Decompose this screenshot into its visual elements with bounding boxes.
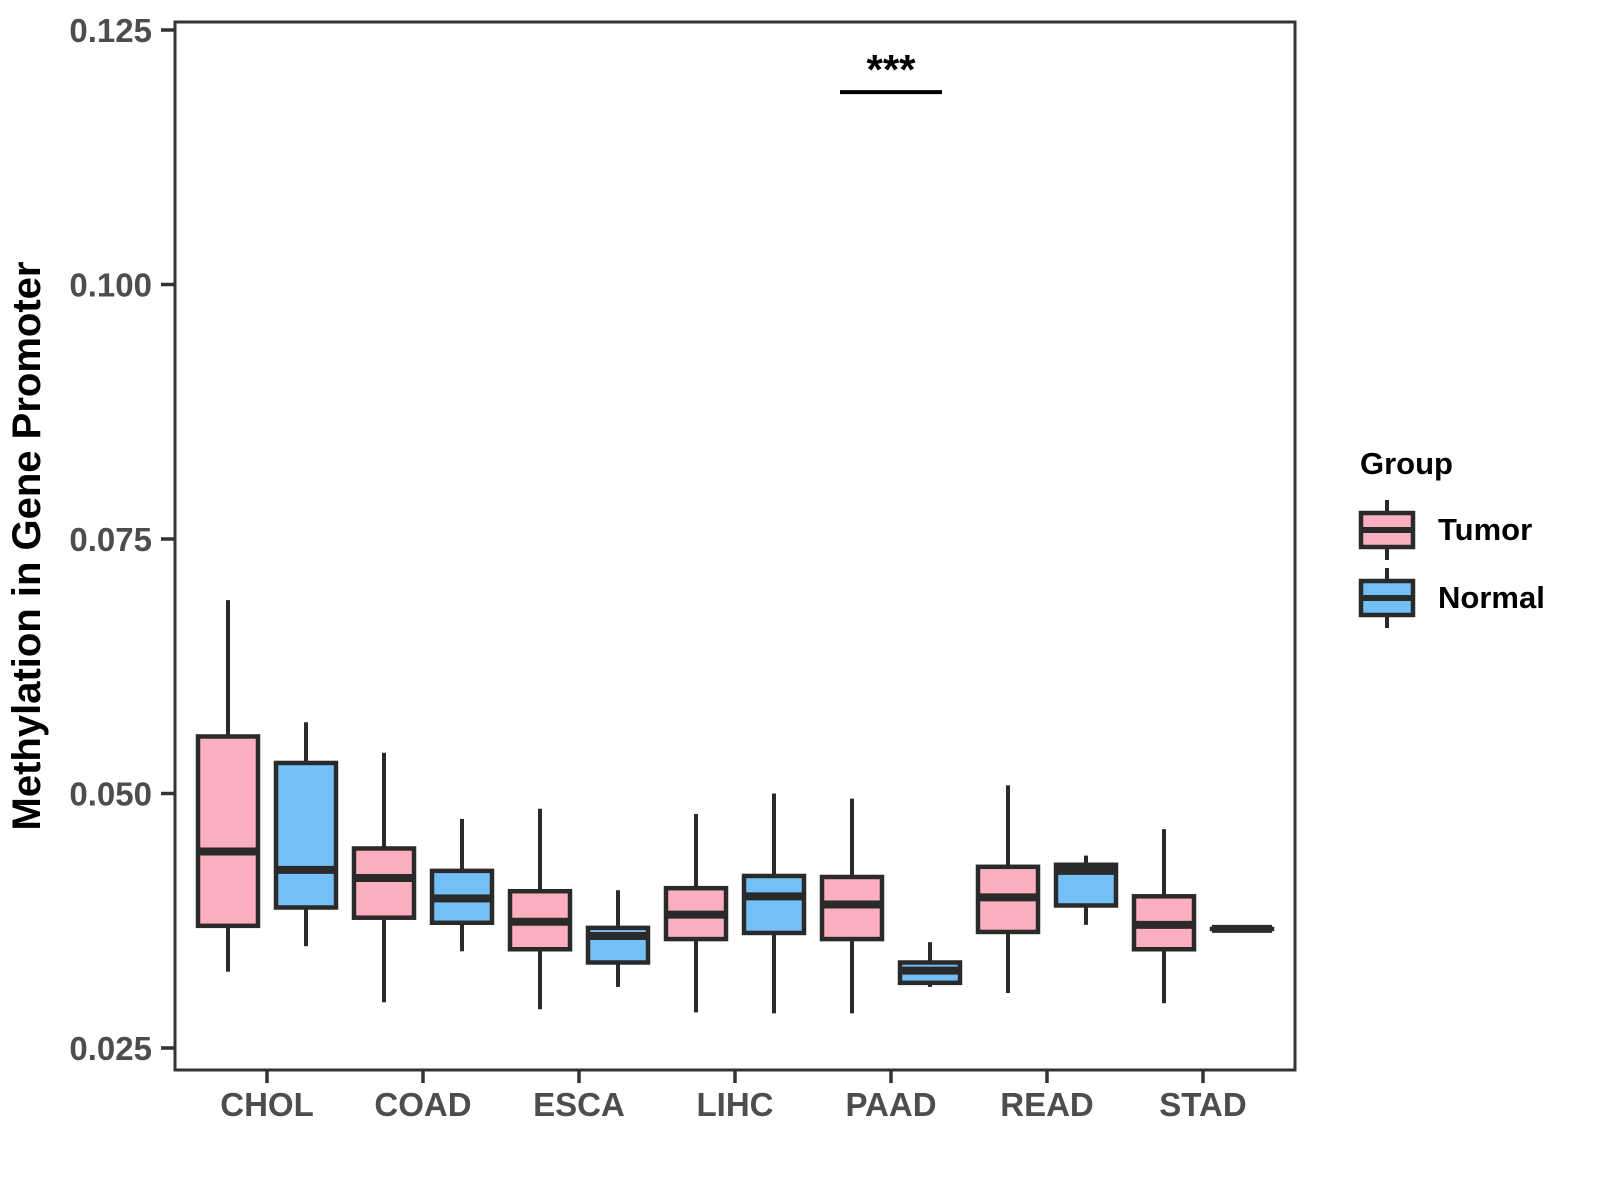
x-tick-label-STAD: STAD bbox=[1159, 1086, 1246, 1123]
x-tick-label-CHOL: CHOL bbox=[220, 1086, 314, 1123]
box-CHOL-normal bbox=[273, 760, 339, 910]
y-tick-label-0.125: 0.125 bbox=[69, 12, 152, 49]
legend-item-normal: Normal bbox=[1358, 564, 1545, 632]
x-tick-label-READ: READ bbox=[1000, 1086, 1094, 1123]
legend-label-normal: Normal bbox=[1438, 580, 1545, 615]
y-tick-label-0.075: 0.075 bbox=[69, 521, 152, 558]
legend-item-tumor: Tumor bbox=[1358, 496, 1545, 564]
box-LIHC-normal bbox=[741, 873, 807, 936]
legend-title: Group bbox=[1360, 446, 1453, 481]
x-tick-label-PAAD: PAAD bbox=[845, 1086, 936, 1123]
x-tick-label-LIHC: LIHC bbox=[697, 1086, 774, 1123]
plot-panel-border bbox=[173, 20, 1297, 1072]
tumor-boxplot-key-icon bbox=[1358, 500, 1416, 560]
normal-boxplot-key-icon bbox=[1358, 568, 1416, 628]
y-tick-label-0.025: 0.025 bbox=[69, 1030, 152, 1067]
box-CHOL-tumor bbox=[195, 734, 261, 929]
y-axis-title: Methylation in Gene Promoter bbox=[5, 262, 49, 831]
box-COAD-tumor bbox=[351, 846, 417, 920]
x-tick-label-ESCA: ESCA bbox=[533, 1086, 625, 1123]
legend: Group Tumor Normal bbox=[1358, 446, 1545, 632]
legend-label-tumor: Tumor bbox=[1438, 512, 1533, 547]
y-tick-label-0.100: 0.100 bbox=[69, 266, 152, 303]
x-tick-label-COAD: COAD bbox=[374, 1086, 471, 1123]
significance-stars-PAAD: *** bbox=[866, 46, 916, 93]
y-tick-label-0.050: 0.050 bbox=[69, 775, 152, 812]
